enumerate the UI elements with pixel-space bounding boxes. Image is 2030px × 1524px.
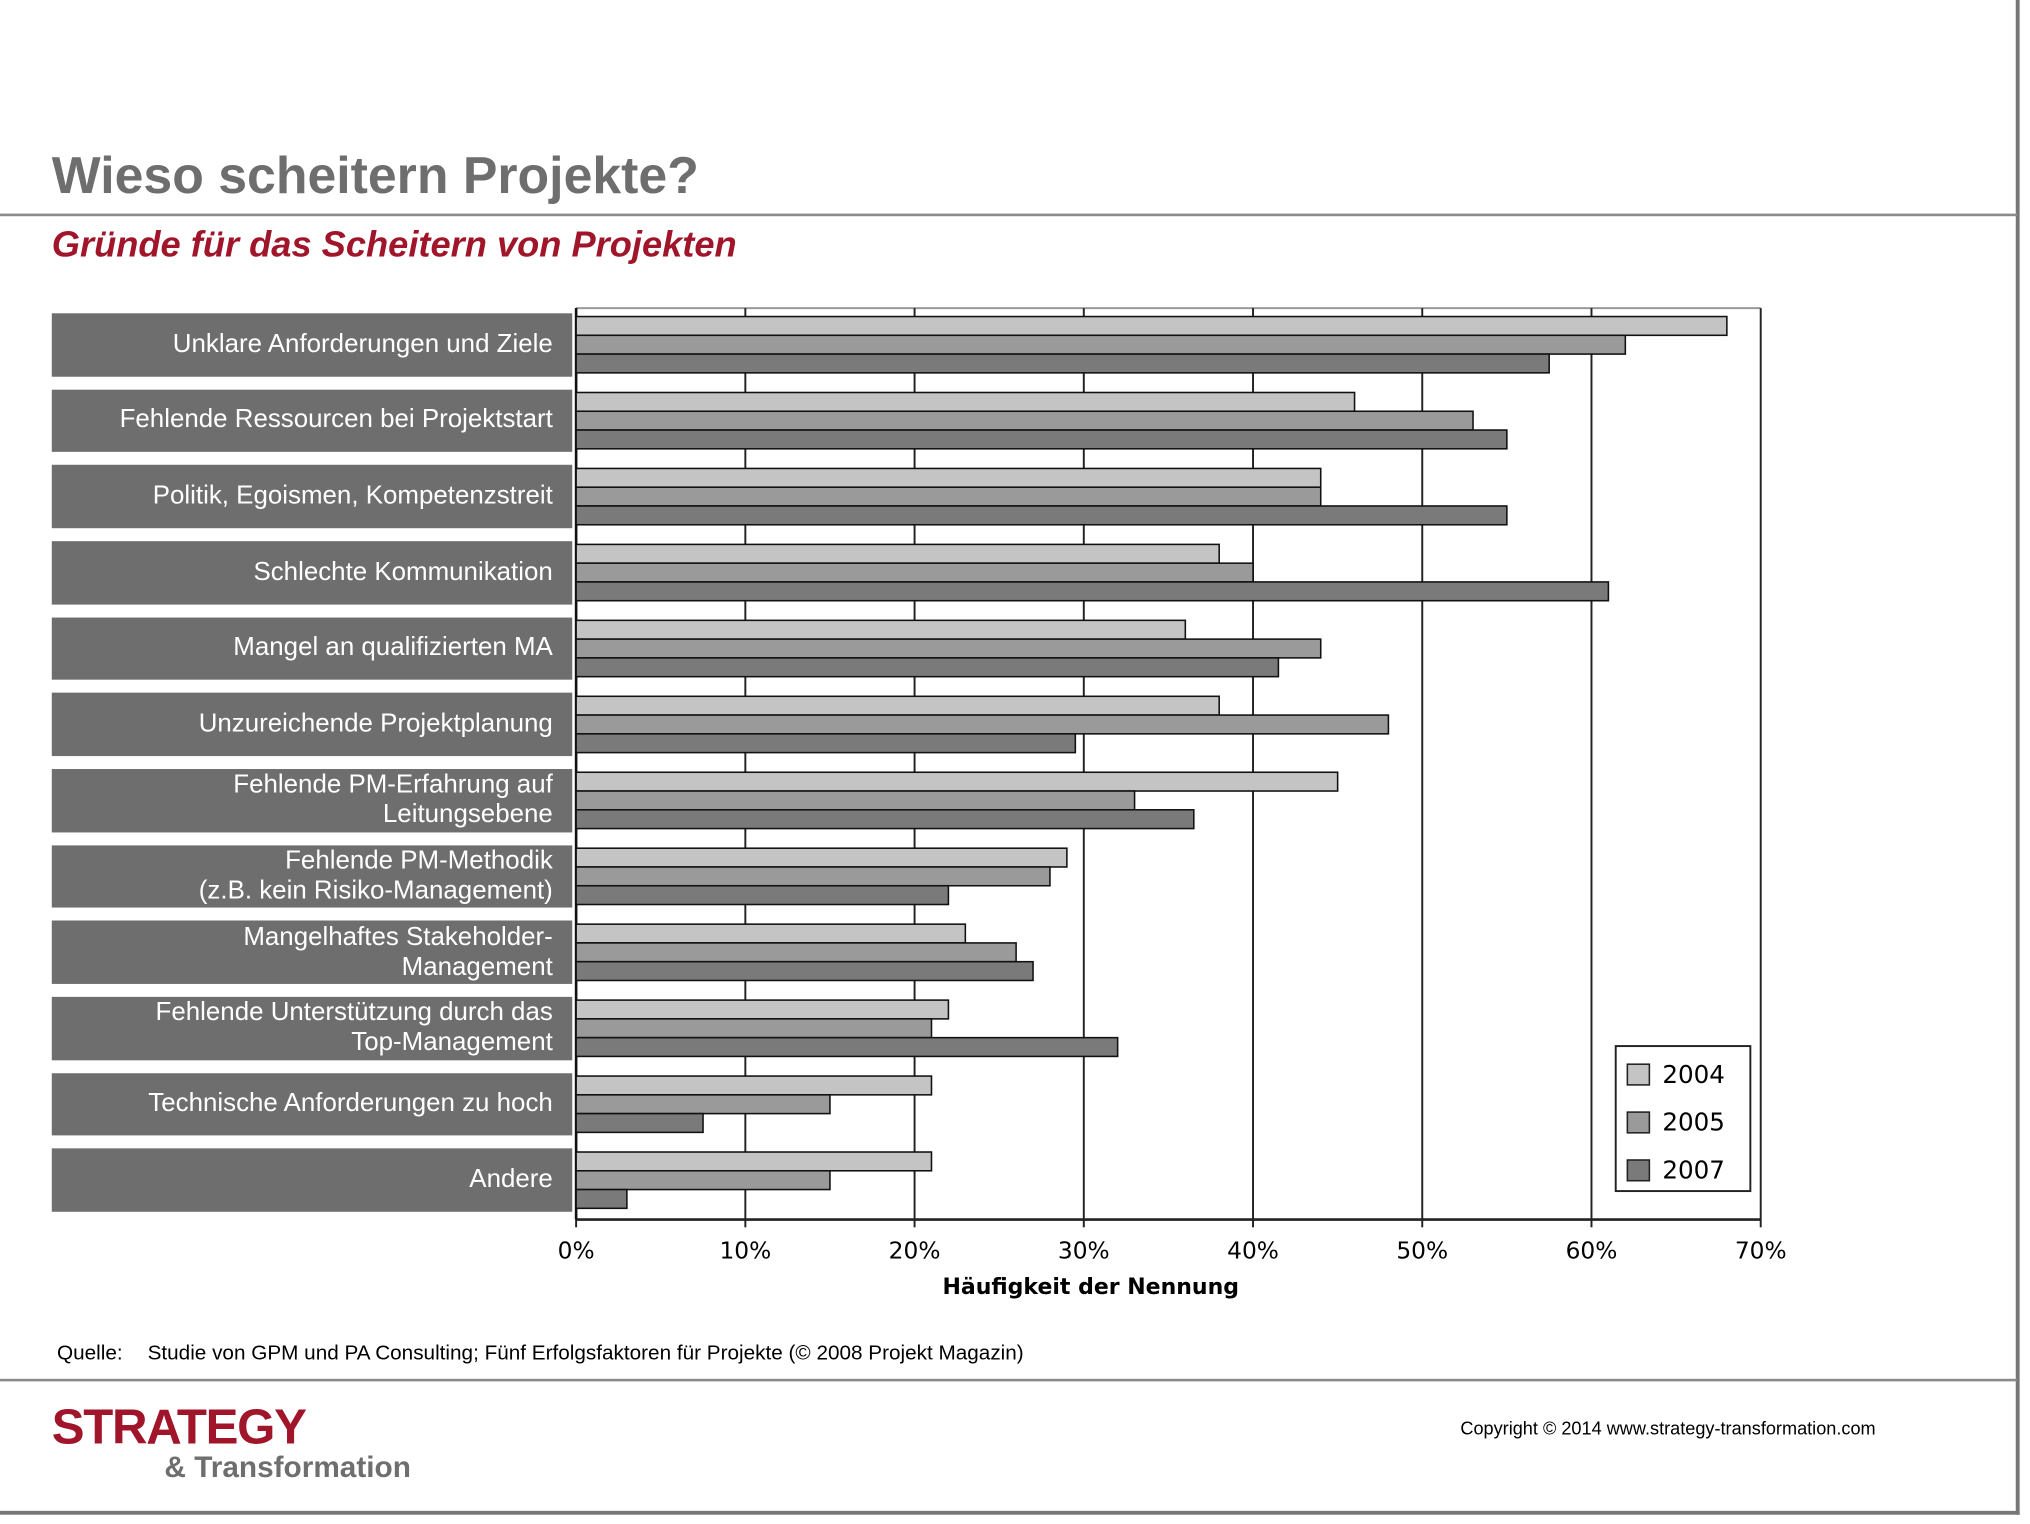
bar <box>575 486 1322 507</box>
bar <box>575 619 1187 640</box>
bar <box>575 467 1322 488</box>
bar <box>575 866 1051 887</box>
category-label: Mangel an qualifizierten MA <box>51 617 573 681</box>
bar <box>575 923 967 944</box>
bar <box>575 429 1508 450</box>
category-label: Unklare Anforderungen und Ziele <box>51 313 573 377</box>
bar <box>575 505 1508 526</box>
bar <box>575 1151 933 1172</box>
divider <box>0 1378 2018 1382</box>
bar <box>575 1018 933 1039</box>
bar <box>575 847 1068 868</box>
x-tick-label: 20% <box>889 1237 941 1264</box>
category-label: Fehlende PM-Methodik (z.B. kein Risiko-M… <box>51 844 573 908</box>
category-label: Schlechte Kommunikation <box>51 541 573 605</box>
x-tick-label: 10% <box>719 1237 771 1264</box>
bar <box>575 714 1390 735</box>
bar <box>575 1188 628 1210</box>
bar <box>575 960 1034 982</box>
bar <box>575 695 1220 716</box>
bar <box>575 733 1077 754</box>
bar <box>575 334 1627 355</box>
bar <box>575 562 1254 583</box>
category-label: Unzureichende Projektplanung <box>51 693 573 757</box>
title: Wieso scheitern Projekte? <box>51 147 699 205</box>
logo-sub: & Transformation <box>164 1449 411 1484</box>
bar <box>575 1170 831 1191</box>
bar <box>575 999 950 1020</box>
x-tick-label: 0% <box>558 1237 595 1264</box>
bar <box>575 1036 1119 1058</box>
category-label: Politik, Egoismen, Kompetenzstreit <box>51 465 573 529</box>
x-tick-label: 60% <box>1566 1237 1618 1264</box>
bar <box>575 353 1550 374</box>
bar <box>575 884 950 906</box>
category-label: Andere <box>51 1148 573 1212</box>
copyright: Copyright © 2014 www.strategy-transforma… <box>1460 1417 1876 1439</box>
legend-swatch <box>1626 1063 1651 1086</box>
bar <box>575 657 1280 678</box>
legend-label: 2004 <box>1662 1060 1725 1089</box>
category-label: Mangelhaftes Stakeholder- Management <box>51 920 573 984</box>
bar <box>575 771 1339 792</box>
source: Studie von GPM und PA Consulting; Fünf E… <box>147 1342 1024 1365</box>
bar <box>575 1094 831 1115</box>
bar <box>575 1112 704 1134</box>
logo-main: STRATEGY <box>51 1400 307 1456</box>
bar <box>575 638 1322 659</box>
subtitle: Gründe für das Scheitern von Projekten <box>51 223 737 265</box>
category-label: Fehlende Unterstützung durch das Top-Man… <box>51 996 573 1060</box>
x-axis-title: Häufigkeit der Nennung <box>942 1275 1239 1300</box>
bar <box>575 581 1610 602</box>
bar <box>575 942 1017 963</box>
category-label: Fehlende PM-Erfahrung auf Leitungsebene <box>51 769 573 833</box>
legend-label: 2005 <box>1662 1108 1725 1137</box>
x-tick-label: 30% <box>1058 1237 1110 1264</box>
source-label: Quelle: <box>56 1342 123 1365</box>
bar <box>575 315 1728 337</box>
bar <box>575 410 1474 431</box>
category-label: Technische Anforderungen zu hoch <box>51 1072 573 1136</box>
x-tick-label: 70% <box>1735 1237 1787 1264</box>
bar <box>575 1075 933 1096</box>
legend-swatch <box>1626 1159 1651 1182</box>
x-tick-label: 50% <box>1396 1237 1448 1264</box>
legend-swatch <box>1626 1111 1651 1134</box>
divider <box>0 213 2018 217</box>
bar <box>575 391 1356 413</box>
category-label: Fehlende Ressourcen bei Projektstart <box>51 389 573 453</box>
bar <box>575 790 1136 811</box>
bar <box>575 809 1195 830</box>
bar <box>575 543 1220 564</box>
legend-label: 2007 <box>1662 1156 1725 1185</box>
x-tick-label: 40% <box>1227 1237 1279 1264</box>
